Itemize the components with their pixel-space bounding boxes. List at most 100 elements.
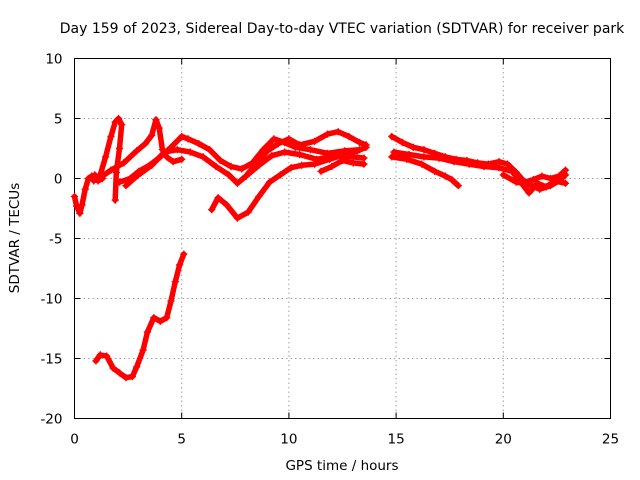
- data-point: [70, 192, 79, 201]
- data-point: [388, 132, 396, 141]
- data-point: [139, 346, 147, 354]
- data-point: [107, 132, 115, 141]
- data-point: [143, 328, 151, 336]
- data-point: [538, 172, 546, 180]
- x-tick-label: 10: [280, 432, 297, 448]
- data-point: [281, 148, 289, 156]
- data-point: [150, 314, 158, 322]
- data-point: [115, 144, 124, 153]
- data-point: [199, 153, 207, 161]
- data-point: [296, 150, 304, 159]
- data-point: [96, 351, 104, 359]
- data-point: [405, 150, 413, 159]
- data-point: [103, 352, 111, 360]
- data-point: [398, 138, 407, 147]
- data-point: [454, 182, 462, 190]
- data-point: [334, 128, 342, 136]
- data-point: [155, 124, 163, 132]
- data-point: [128, 372, 136, 381]
- y-tick-label: 5: [54, 112, 63, 128]
- data-point: [115, 369, 124, 377]
- data-point: [186, 148, 194, 156]
- data-point: [287, 164, 295, 172]
- data-point: [114, 114, 123, 123]
- data-point: [349, 159, 357, 167]
- data-point: [212, 162, 220, 171]
- data-point: [101, 153, 110, 161]
- data-point: [171, 278, 179, 286]
- data-point: [163, 314, 171, 322]
- data-point: [98, 172, 106, 180]
- data-point: [512, 178, 520, 186]
- series-arc-early-negative: [92, 250, 188, 382]
- data-point: [205, 146, 214, 154]
- series-arc-mid-d: [242, 128, 370, 180]
- y-axis-label: SDTVAR / TECUs: [7, 183, 23, 293]
- data-point: [195, 140, 203, 148]
- data-point: [141, 140, 149, 148]
- data-point: [255, 192, 263, 201]
- data-point: [435, 154, 443, 162]
- data-point: [88, 172, 96, 180]
- data-point: [263, 147, 272, 155]
- y-tick-label: -10: [40, 292, 62, 308]
- data-point: [296, 141, 304, 149]
- data-point: [306, 146, 314, 154]
- data-point: [238, 165, 246, 173]
- data-point: [133, 147, 141, 155]
- data-point: [133, 363, 141, 371]
- series-arc-late-b: [388, 153, 462, 190]
- data-point: [298, 161, 306, 169]
- data-point: [345, 132, 353, 141]
- data-point: [148, 161, 156, 169]
- data-point: [180, 250, 188, 258]
- data-point: [561, 171, 570, 179]
- data-point: [270, 135, 278, 143]
- data-point: [311, 137, 319, 145]
- data-point: [274, 140, 282, 148]
- y-tick-label: 10: [45, 52, 62, 68]
- y-tick-label: -15: [40, 352, 62, 368]
- data-point: [326, 155, 334, 163]
- data-point: [508, 167, 516, 175]
- data-point: [353, 147, 362, 155]
- x-axis-label: GPS time / hours: [285, 458, 398, 474]
- data-point: [111, 118, 119, 126]
- data-point: [175, 261, 184, 269]
- data-point: [338, 156, 347, 165]
- data-point: [356, 138, 364, 147]
- x-tick-label: 5: [177, 432, 186, 448]
- data-point: [499, 171, 507, 179]
- data-point: [216, 156, 224, 165]
- data-point: [223, 201, 231, 209]
- data-point: [156, 317, 164, 325]
- data-point: [225, 171, 233, 179]
- data-point: [266, 178, 274, 186]
- x-tick-label: 0: [70, 432, 79, 448]
- y-tick-label: 0: [54, 172, 63, 188]
- data-point: [120, 159, 128, 167]
- data-point: [152, 116, 160, 124]
- x-tick-label: 15: [388, 432, 405, 448]
- y-tick-label: -5: [49, 232, 62, 248]
- series-line: [91, 115, 125, 203]
- series-line: [243, 128, 369, 179]
- data-point: [409, 143, 417, 151]
- data-point: [268, 152, 276, 160]
- data-point: [109, 364, 117, 372]
- data-point: [431, 167, 439, 175]
- data-point: [111, 196, 119, 204]
- data-point: [73, 202, 81, 210]
- data-point: [503, 160, 512, 168]
- data-point: [242, 172, 250, 180]
- series-line: [389, 133, 569, 185]
- data-point: [285, 135, 293, 143]
- chart-title: Day 159 of 2023, Sidereal Day-to-day VTE…: [60, 21, 625, 37]
- data-point: [78, 201, 86, 209]
- data-point: [388, 153, 396, 161]
- data-point: [227, 162, 235, 171]
- data-point: [178, 155, 186, 163]
- data-point: [317, 167, 325, 175]
- data-point: [148, 131, 156, 139]
- data-point: [311, 160, 319, 168]
